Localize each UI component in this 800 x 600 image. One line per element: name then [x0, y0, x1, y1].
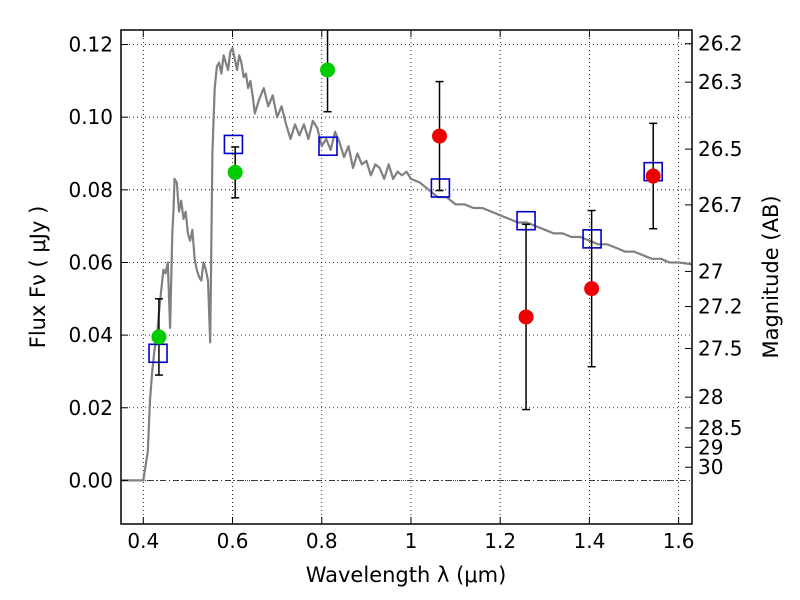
- observed-flux-point: [320, 62, 336, 78]
- observed-flux-point: [432, 128, 448, 144]
- y-tick-label: 0.08: [68, 178, 113, 202]
- x-tick-label: 0.8: [306, 529, 338, 553]
- mag-tick-label: 30: [698, 455, 723, 479]
- model-flux-square: [430, 178, 451, 198]
- plot-frame: [120, 29, 693, 525]
- mag-tick-label: 27.5: [698, 337, 743, 361]
- y-tick-label: 0.02: [68, 396, 113, 420]
- mag-tick-label: 27: [698, 259, 723, 283]
- y-tick-label: 0.04: [68, 323, 113, 347]
- y-tick-label: 0.00: [68, 468, 113, 492]
- mag-tick-label: 28: [698, 385, 723, 409]
- tick-labels: 0.4 0.6 0.8 1 1.2 1.4 1.6 0.00 0.02 0.04 0.06 0.08 0…: [68, 32, 742, 553]
- axis-ticks: [121, 30, 692, 524]
- observed-flux-point: [151, 329, 167, 345]
- x-tick-label: 1.6: [663, 529, 695, 553]
- y-tick-label: 0.12: [68, 33, 113, 57]
- observed-flux-point: [645, 168, 661, 184]
- x-tick-label: 1: [405, 529, 418, 553]
- spectrum-line: [121, 47, 692, 482]
- y-tick-label: 0.10: [68, 105, 113, 129]
- x-tick-label: 1.4: [573, 529, 605, 553]
- mag-tick-label: 26.5: [698, 137, 743, 161]
- model-flux-square: [318, 136, 338, 157]
- mag-tick-label: 27.2: [698, 295, 743, 319]
- observed-flux-point: [584, 281, 600, 297]
- mag-tick-label: 26.7: [698, 193, 743, 217]
- x-tick-label: 0.6: [217, 529, 249, 553]
- observed-flux-point: [227, 164, 243, 180]
- y-tick-label: 0.06: [68, 250, 113, 274]
- x-tick-label: 1.2: [484, 529, 516, 553]
- y2-axis-label: Magnitude (AB): [759, 195, 783, 358]
- mag-tick-label: 29: [698, 435, 723, 459]
- data-series: [121, 30, 692, 482]
- mag-tick-label: 26.3: [698, 70, 743, 94]
- mag-tick-label: 26.2: [698, 32, 743, 56]
- y-axis-label: Flux Fν ( μJy ): [26, 206, 50, 349]
- observed-flux-point: [518, 309, 534, 325]
- mag-tick-label: 28.5: [698, 416, 743, 440]
- x-axis-label: Wavelength λ (μm): [306, 563, 507, 587]
- x-tick-label: 0.4: [127, 529, 159, 553]
- model-flux-square: [223, 134, 244, 155]
